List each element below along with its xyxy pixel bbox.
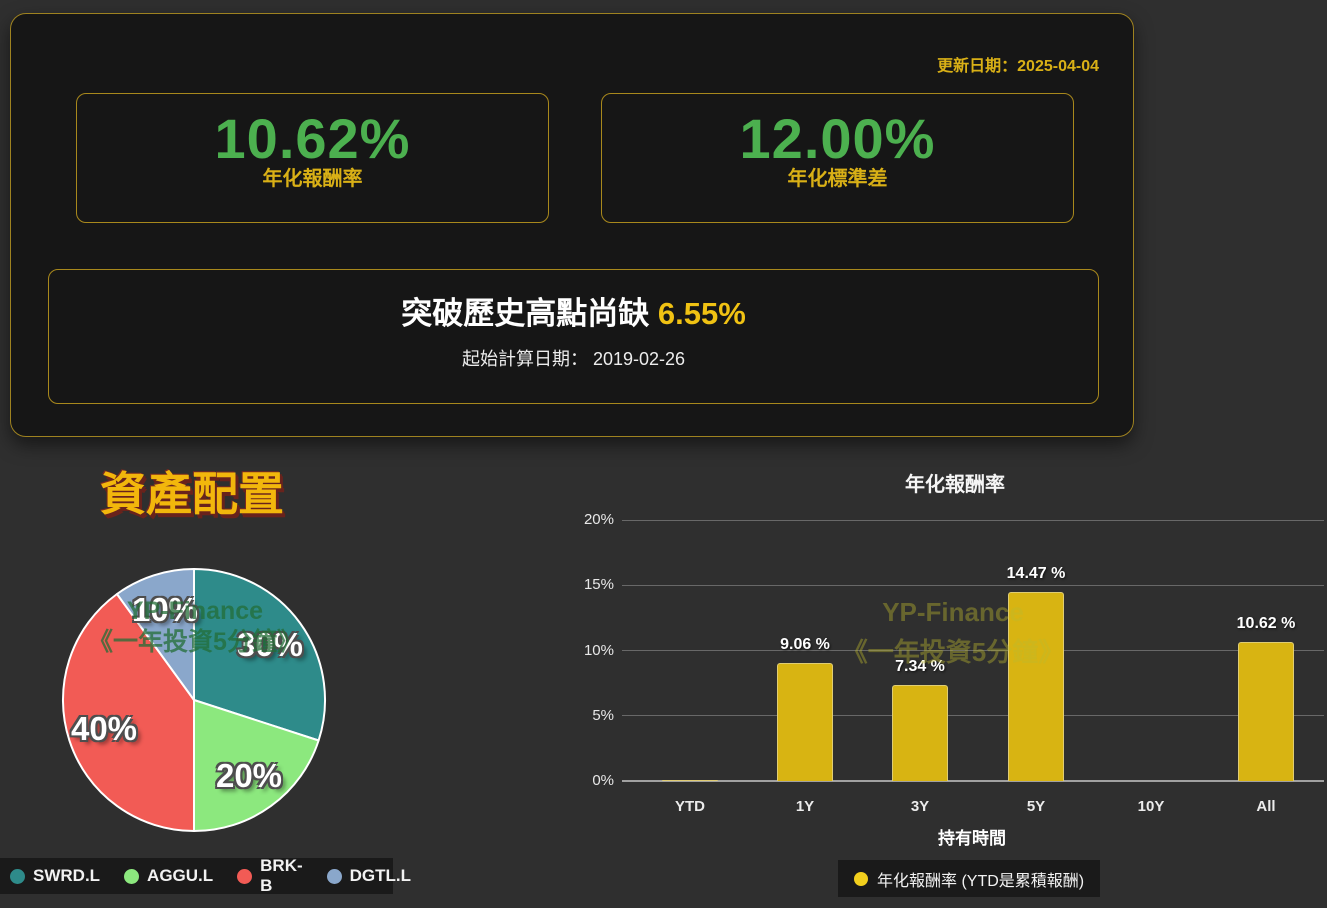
annualized-return-value: 10.62% — [214, 107, 411, 170]
bar-chart-title: 年化報酬率 — [905, 474, 1005, 496]
pie-legend-item-BRK-B[interactable]: BRK-B — [237, 856, 303, 896]
x-tick-label-3Y: 3Y — [910, 798, 930, 815]
bar-1Y[interactable] — [777, 662, 833, 781]
bar-value-label-5Y: 14.47 % — [1006, 565, 1066, 582]
pie-chart-title: 資產配置 — [100, 468, 284, 520]
pie-slice-BRK-B[interactable] — [61, 593, 195, 832]
metric-card-annualized-return: 10.62% 年化報酬率 — [76, 93, 549, 223]
bar-All[interactable] — [1238, 642, 1294, 781]
asset-allocation-pie-chart — [61, 568, 326, 832]
x-tick-label-All: All — [1256, 798, 1276, 815]
y-tick-label-15%: 15% — [583, 576, 614, 593]
pie-slice-label-DGTL.L: 10% — [131, 591, 199, 628]
bar-legend-item[interactable]: 年化報酬率 (YTD是累積報酬) — [838, 860, 1101, 897]
x-tick-label-YTD: YTD — [675, 798, 705, 815]
bar-3Y[interactable] — [892, 685, 948, 781]
pie-legend-item-AGGU.L[interactable]: AGGU.L — [124, 866, 213, 886]
pie-legend-item-DGTL.L[interactable]: DGTL.L — [326, 866, 412, 886]
update-date: 更新日期：2025-04-04 — [937, 58, 1099, 75]
y-tick-label-10%: 10% — [583, 642, 614, 659]
bar-legend-dot-icon — [854, 871, 868, 886]
bar-value-label-All: 10.62 % — [1236, 615, 1296, 632]
pie-slice-AGGU.L[interactable] — [193, 699, 320, 832]
y-tick-label-20%: 20% — [583, 511, 614, 528]
drawdown-to-high-line: 突破歷史高點尚缺 6.55% — [401, 295, 746, 333]
summary-panel: 更新日期：2025-04-04 10.62% 年化報酬率 12.00% 年化標準… — [10, 13, 1134, 437]
bar-YTD[interactable] — [662, 779, 718, 781]
pie-slice-SWRD.L[interactable] — [193, 568, 326, 742]
drawdown-to-high-value: 6.55% — [657, 296, 746, 331]
gridline-5% — [622, 715, 1324, 717]
pie-legend: SWRD.L AGGU.L BRK-B DGTL.L — [0, 856, 411, 896]
start-date-text: 起始計算日期： 2019-02-26 — [461, 349, 686, 369]
pie-slice-label-BRK-B: 40% — [70, 710, 138, 747]
gridline-20% — [622, 519, 1324, 521]
annualized-stdev-label: 年化標準差 — [787, 168, 888, 190]
highlight-box: 突破歷史高點尚缺 6.55% 起始計算日期： 2019-02-26 — [48, 269, 1099, 404]
annualized-stdev-value: 12.00% — [739, 107, 936, 170]
bar-value-label-1Y: 9.06 % — [780, 636, 830, 653]
gridline-15% — [622, 584, 1324, 586]
drawdown-to-high-prefix: 突破歷史高點尚缺 — [401, 296, 658, 331]
legend-dot-icon — [124, 868, 140, 884]
bar-5Y[interactable] — [1008, 592, 1064, 781]
legend-label: DGTL.L — [349, 866, 412, 885]
legend-label: SWRD.L — [33, 866, 101, 885]
metric-card-annualized-stdev: 12.00% 年化標準差 — [601, 93, 1074, 223]
annualized-return-label: 年化報酬率 — [262, 168, 363, 190]
legend-dot-icon — [237, 868, 253, 884]
gridline-0% — [622, 780, 1324, 782]
x-tick-label-10Y: 10Y — [1137, 798, 1165, 815]
pie-legend-item-SWRD.L[interactable]: SWRD.L — [10, 866, 100, 886]
pie-slice-label-AGGU.L: 20% — [215, 757, 283, 794]
legend-dot-icon — [326, 868, 342, 884]
gridline-10% — [622, 650, 1324, 651]
legend-label: AGGU.L — [147, 866, 214, 885]
bar-value-label-3Y: 7.34 % — [895, 658, 945, 675]
legend-dot-icon — [10, 868, 25, 884]
x-axis-title: 持有時間 — [938, 829, 1006, 848]
legend-label: BRK-B — [260, 856, 303, 895]
pie-slice-DGTL.L[interactable] — [116, 568, 195, 701]
x-tick-label-5Y: 5Y — [1026, 798, 1046, 815]
pie-slice-label-SWRD.L: 30% — [236, 626, 304, 663]
x-tick-label-1Y: 1Y — [795, 798, 815, 815]
bar-legend-label: 年化報酬率 (YTD是累積報酬) — [877, 872, 1085, 890]
y-tick-label-5%: 5% — [592, 707, 614, 724]
y-tick-label-0%: 0% — [592, 772, 614, 789]
